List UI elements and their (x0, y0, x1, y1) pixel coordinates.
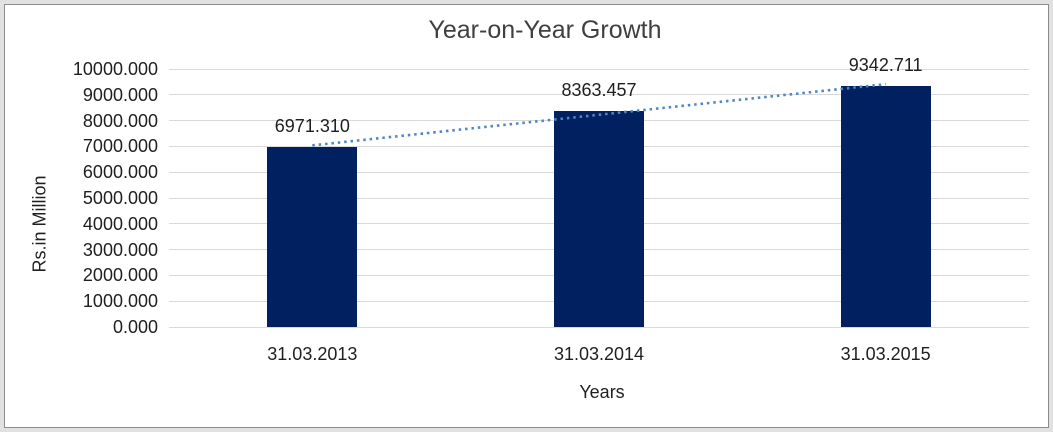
x-category-label: 31.03.2015 (840, 344, 931, 364)
gridline (169, 68, 1029, 70)
y-tick-label: 9000.000 (82, 84, 158, 105)
y-tick-label: 4000.000 (82, 213, 158, 234)
bar-data-label: 9342.711 (848, 54, 923, 75)
bar-data-label: 8363.457 (561, 80, 637, 101)
gridline (169, 326, 1029, 328)
x-category-label: 31.03.2014 (553, 344, 645, 364)
bar-data-label: 6971.310 (274, 116, 350, 137)
bar (554, 111, 644, 327)
y-tick-label: 0.000 (112, 317, 158, 337)
y-tick-label: 5000.000 (82, 188, 158, 208)
x-axis-title: Years (579, 382, 625, 402)
y-tick-label: 3000.000 (82, 239, 158, 260)
bar (267, 147, 358, 327)
y-tick-label: 7000.000 (82, 136, 158, 157)
y-tick-label: 2000.000 (82, 265, 158, 286)
bar (840, 85, 931, 327)
chart-title: Year-on-Year Growth (428, 16, 662, 44)
y-tick-label: 10000.000 (72, 59, 158, 79)
y-tick-label: 8000.000 (82, 110, 158, 131)
x-category-label: 31.03.2013 (267, 344, 358, 364)
y-tick-label: 1000.000 (82, 291, 158, 312)
y-tick-label: 6000.000 (82, 162, 158, 183)
